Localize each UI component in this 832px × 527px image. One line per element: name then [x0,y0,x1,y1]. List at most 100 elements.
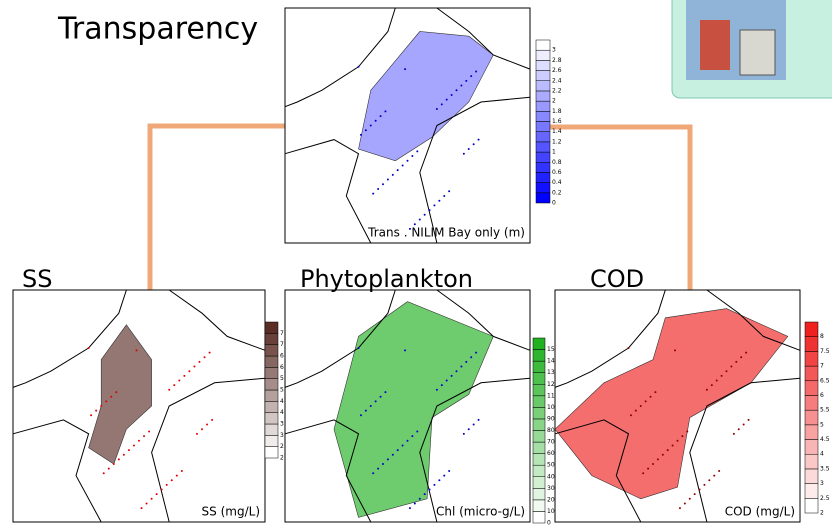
colorbar-swatch [805,395,818,410]
station-dot [88,347,90,349]
station-dot [113,463,115,465]
colorbar-label: 7 [820,363,824,370]
colorbar-swatch [533,431,545,443]
station-dot [206,424,208,426]
colorbar-swatch [265,367,278,378]
station-dot [699,489,701,491]
colorbar-label: 90 [547,415,555,422]
colorbar-label: 0.2 [552,189,562,196]
station-dot [473,424,475,426]
station-dot [135,349,137,351]
station-dot [360,414,362,416]
diagram: TransparencyTrans . NILIM Bay only (m)00… [0,0,832,527]
station-dot [667,449,669,451]
colorbar-label: 5.5 [820,407,830,414]
colorbar-swatch [805,410,818,425]
station-dot [647,468,649,470]
station-dot [448,470,450,472]
station-dot [650,396,652,398]
station-dot [424,214,426,216]
colorbar-label: 20 [547,496,555,503]
station-dot [365,410,367,412]
map-caption: Chl (micro-g/L) [436,505,525,519]
station-dot [478,139,480,141]
colorbar-swatch [533,454,545,466]
colorbar-label: 1 [552,149,556,156]
station-dot [642,472,644,474]
station-dot [645,400,647,402]
station-dot [456,370,458,372]
station-dot [735,361,737,363]
colorbar-swatch [265,447,278,458]
station-dot [105,400,107,402]
station-dot [654,391,656,393]
colorbar-swatch [533,407,545,419]
colorbar-label: 70 [547,439,555,446]
colorbar-label: 10 [547,508,555,515]
station-dot [748,419,750,421]
station-dot [115,391,117,393]
station-dot [143,435,145,437]
station-dot [716,379,718,381]
station-dot [108,468,110,470]
colorbar-swatch [536,91,550,101]
station-dot [743,424,745,426]
colorbar-label: 0 [547,520,551,527]
station-dot [138,440,140,442]
colorbar-label: 50 [547,462,555,469]
station-dot [640,405,642,407]
colorbar-swatch [536,152,550,162]
station-dot [721,375,723,377]
station-dot [419,219,421,221]
colorbar-label: 30 [547,485,555,492]
colorbar-label: 4.5 [820,436,830,443]
station-dot [404,68,406,70]
station-dot [166,484,168,486]
colorbar-swatch [533,500,545,512]
station-dot [662,454,664,456]
colorbar-label: 6 [820,392,824,399]
station-dot [686,431,688,433]
station-dot [178,379,180,381]
colorbar-swatch [536,183,550,193]
station-dot [443,195,445,197]
station-dot [684,502,686,504]
station-dot [176,475,178,477]
colorbar-label: 3 [820,480,824,487]
colorbar-swatch [533,361,545,373]
station-dot [382,463,384,465]
station-dot [128,449,130,451]
colorbar-swatch [265,435,278,446]
station-dot [630,414,632,416]
station-dot [118,458,120,460]
colorbar-swatch [533,419,545,431]
station-dot [95,410,97,412]
colorbar-swatch [265,345,278,356]
station-dot [465,80,467,82]
station-dot [677,440,679,442]
colorbar-label: 8 [820,333,824,340]
station-dot [456,89,458,91]
station-dot [407,440,409,442]
station-dot [416,150,418,152]
station-dot [681,435,683,437]
station-dot [103,472,105,474]
colorbar-swatch [805,440,818,455]
station-dot [470,75,472,77]
panel: PhytoplanktonChl (micro-g/L)010203040506… [285,265,559,527]
colorbar-swatch [536,101,550,111]
station-dot [196,433,198,435]
colorbar-swatch [533,338,545,350]
colorbar-label: 7 [280,341,284,348]
map-caption: Trans . NILIM Bay only (m) [367,226,525,240]
station-dot [370,125,372,127]
colorbar-label: 3 [552,47,556,54]
station-dot [168,389,170,391]
station-dot [387,458,389,460]
station-dot [740,356,742,358]
colorbar-swatch [265,401,278,412]
panel: SSSS (mg/L)22.533.544.555.566.577.5 [13,265,290,522]
station-dot [441,103,443,105]
station-dot [429,209,431,211]
colorbar-swatch [536,142,550,152]
